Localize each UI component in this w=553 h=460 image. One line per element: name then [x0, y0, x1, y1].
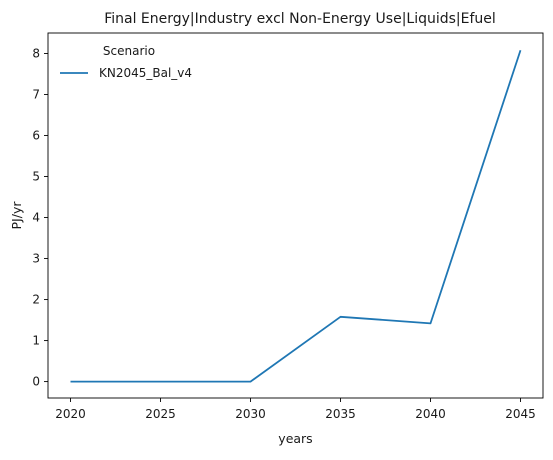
legend-title: Scenario: [103, 44, 155, 58]
legend-label-kn2045-bal-v4: KN2045_Bal_v4: [99, 66, 192, 80]
y-tick-label: 8: [32, 47, 40, 61]
legend: Scenario KN2045_Bal_v4: [60, 44, 192, 80]
y-axis: 0 1 2 3 4 5 6 7 8: [32, 47, 48, 389]
x-tick-label: 2025: [145, 407, 176, 421]
x-tick-label: 2035: [325, 407, 356, 421]
series-layer: [70, 49, 522, 383]
y-tick-label: 3: [32, 252, 40, 266]
plot-area-frame: [47, 32, 544, 399]
series-line-kn2045-bal-v4: [70, 49, 522, 383]
x-axis-label: years: [278, 431, 312, 446]
x-tick-label: 2045: [505, 407, 536, 421]
chart-title: Final Energy|Industry excl Non-Energy Us…: [104, 11, 496, 27]
y-tick-label: 7: [32, 88, 40, 102]
y-tick-label: 4: [32, 211, 40, 225]
y-tick-label: 6: [32, 129, 40, 143]
y-tick-label: 0: [32, 375, 40, 389]
x-tick-label: 2020: [55, 407, 86, 421]
x-tick-label: 2030: [235, 407, 266, 421]
y-axis-label: PJ/yr: [9, 201, 24, 230]
y-tick-label: 2: [32, 293, 40, 307]
x-axis: 2020 2025 2030 2035 2040 2045: [55, 398, 536, 421]
x-tick-label: 2040: [415, 407, 446, 421]
y-tick-label: 5: [32, 170, 40, 184]
y-tick-label: 1: [32, 334, 40, 348]
